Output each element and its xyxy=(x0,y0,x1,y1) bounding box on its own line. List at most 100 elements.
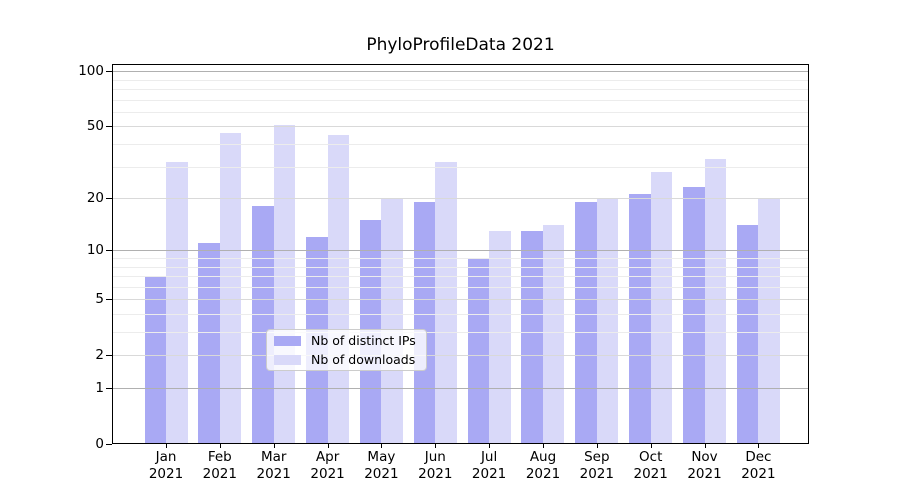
x-tick-label-nov: Nov 2021 xyxy=(673,449,737,482)
x-axis-tick-may xyxy=(381,444,383,448)
y-tick-label-1: 1 xyxy=(95,380,104,396)
gridline-60 xyxy=(113,111,808,113)
y-axis-tick-10 xyxy=(106,250,112,252)
chart-title: PhyloProfileData 2021 xyxy=(366,35,555,55)
x-axis-tick-feb xyxy=(219,444,221,448)
plot-area xyxy=(112,64,809,444)
legend-item-downloads: Nb of downloads xyxy=(274,352,426,368)
x-tick-year: 2021 xyxy=(633,465,668,482)
y-axis-tick-20 xyxy=(106,198,112,200)
x-tick-month: Aug xyxy=(529,449,557,465)
bar-downloads-may xyxy=(381,198,403,444)
x-axis-tick-dec xyxy=(758,444,760,448)
x-tick-year: 2021 xyxy=(471,465,507,482)
x-axis-tick-sep xyxy=(596,444,598,448)
bar-ips-nov xyxy=(683,187,705,444)
gridline-6 xyxy=(113,286,808,288)
x-tick-label-aug: Aug 2021 xyxy=(511,449,575,482)
gridline-80 xyxy=(113,89,808,90)
bar-downloads-mar xyxy=(273,124,296,444)
x-axis-tick-jun xyxy=(435,444,437,448)
x-tick-year: 2021 xyxy=(579,465,614,482)
x-tick-month: May xyxy=(367,449,396,465)
gridline-90 xyxy=(113,79,808,81)
gridline-1 xyxy=(113,388,808,389)
gridline-10 xyxy=(113,250,808,252)
x-tick-year: 2021 xyxy=(418,465,453,482)
gridline-5 xyxy=(113,299,808,301)
x-tick-label-jun: Jun 2021 xyxy=(403,449,467,482)
bar-ips-jun xyxy=(413,202,436,444)
gridline-8 xyxy=(113,266,808,268)
y-tick-label-0: 0 xyxy=(95,436,104,452)
gridline-9 xyxy=(113,258,808,259)
x-tick-label-sep: Sep 2021 xyxy=(565,449,629,482)
x-axis-tick-aug xyxy=(543,444,544,448)
gridline-20 xyxy=(113,198,808,200)
gridline-40 xyxy=(113,144,808,145)
bar-downloads-jan xyxy=(166,161,188,444)
x-tick-month: Jul xyxy=(480,449,498,465)
x-tick-label-oct: Oct 2021 xyxy=(619,449,683,482)
y-tick-label-50: 50 xyxy=(86,118,104,135)
bar-downloads-feb xyxy=(219,132,242,444)
x-tick-month: Feb xyxy=(207,449,232,465)
x-tick-month: Jun xyxy=(424,449,446,465)
x-tick-label-dec: Dec 2021 xyxy=(726,449,790,482)
x-tick-label-jul: Jul 2021 xyxy=(457,449,521,482)
gridline-100 xyxy=(113,71,808,73)
gridline-3 xyxy=(113,332,808,333)
x-axis-tick-jul xyxy=(489,444,491,448)
x-tick-month: Apr xyxy=(315,449,340,465)
x-tick-year: 2021 xyxy=(256,465,291,482)
bar-downloads-jun xyxy=(435,161,457,444)
x-tick-label-may: May 2021 xyxy=(349,449,413,482)
legend-item-distinct-ips: Nb of distinct IPs xyxy=(274,333,426,349)
bar-downloads-oct xyxy=(650,171,673,444)
bar-ips-mar xyxy=(252,206,274,444)
x-axis-tick-nov xyxy=(704,444,706,448)
bar-ips-oct xyxy=(629,194,651,444)
y-tick-label-20: 20 xyxy=(86,190,104,207)
x-tick-label-apr: Apr 2021 xyxy=(296,449,360,482)
bar-downloads-sep xyxy=(596,198,619,444)
y-tick-label-10: 10 xyxy=(86,242,104,259)
x-axis-tick-oct xyxy=(650,444,652,448)
x-tick-month: Sep xyxy=(584,449,610,465)
x-tick-year: 2021 xyxy=(310,465,345,482)
bar-downloads-aug xyxy=(542,225,565,444)
y-axis-tick-0 xyxy=(106,444,112,445)
x-tick-month: Nov xyxy=(691,449,718,465)
y-axis-tick-5 xyxy=(106,299,112,301)
legend-swatch-downloads xyxy=(274,354,301,365)
x-tick-year: 2021 xyxy=(364,465,399,482)
x-tick-month: Dec xyxy=(745,449,772,465)
gridline-4 xyxy=(113,314,808,315)
bar-downloads-nov xyxy=(704,159,726,444)
x-tick-label-jan: Jan 2021 xyxy=(134,449,198,482)
x-tick-month: Jan xyxy=(155,449,177,465)
x-tick-year: 2021 xyxy=(741,465,776,482)
bar-ips-jan xyxy=(144,276,166,444)
gridline-30 xyxy=(113,166,808,168)
x-tick-year: 2021 xyxy=(148,465,184,482)
legend-swatch-distinct-ips xyxy=(274,335,301,346)
x-tick-month: Oct xyxy=(639,449,663,465)
y-tick-label-5: 5 xyxy=(95,291,104,308)
y-tick-label-100: 100 xyxy=(78,63,104,80)
bar-ips-dec xyxy=(736,225,759,444)
x-axis-tick-apr xyxy=(327,444,329,448)
x-tick-year: 2021 xyxy=(202,465,237,482)
bar-ips-sep xyxy=(575,202,597,444)
x-tick-year: 2021 xyxy=(687,465,722,482)
bar-ips-jul xyxy=(467,258,490,444)
y-axis-tick-1 xyxy=(106,388,112,389)
bar-downloads-dec xyxy=(758,198,780,444)
x-tick-label-feb: Feb 2021 xyxy=(188,449,252,482)
x-tick-month: Mar xyxy=(260,449,287,465)
y-axis-tick-50 xyxy=(106,126,112,128)
legend-label-distinct-ips: Nb of distinct IPs xyxy=(311,332,416,348)
bar-downloads-apr xyxy=(327,134,350,444)
gridline-2 xyxy=(113,355,808,357)
